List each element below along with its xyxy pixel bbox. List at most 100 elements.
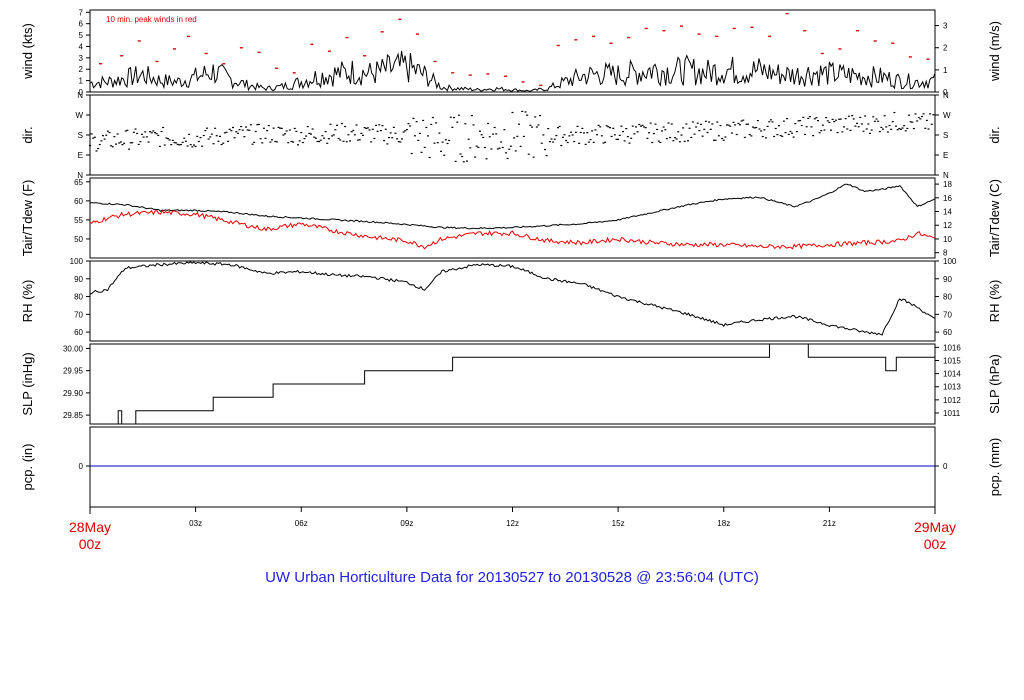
temp-ytick-right-label: 12 — [943, 221, 952, 230]
dir-point — [113, 136, 116, 138]
dir-point — [574, 131, 577, 133]
dir-point — [412, 117, 415, 119]
dir-point — [610, 135, 613, 138]
slp-ytick-label: 30.00 — [63, 344, 84, 353]
wind-peak-marker — [327, 50, 331, 52]
dir-point — [149, 131, 152, 133]
dir-point — [524, 111, 527, 113]
dir-point — [604, 141, 607, 143]
dir-point — [664, 129, 667, 131]
dir-point — [282, 134, 285, 136]
dir-point — [443, 154, 446, 156]
dir-point — [792, 136, 795, 138]
dir-point — [131, 142, 134, 144]
wind-peak-marker — [486, 73, 490, 75]
dir-point — [451, 126, 454, 128]
dir-point — [288, 129, 291, 131]
dir-point — [175, 142, 178, 144]
dir-point — [145, 136, 148, 138]
dir-point — [425, 126, 428, 129]
slp-ytick-right-label: 1015 — [943, 356, 961, 365]
dir-point — [696, 122, 699, 124]
dir-point — [371, 128, 374, 130]
temp-ylabel-left: Tair/Tdew (F) — [20, 180, 35, 257]
dir-point — [612, 127, 615, 129]
dir-point — [238, 129, 241, 131]
wind-peak-marker — [926, 58, 930, 60]
dir-point — [466, 160, 468, 162]
dir-point — [903, 125, 906, 127]
dir-point — [199, 137, 202, 139]
dir-point — [929, 113, 932, 115]
dir-point — [339, 139, 342, 141]
dir-point — [924, 127, 927, 129]
dir-point — [436, 142, 439, 144]
dir-point — [311, 128, 314, 130]
dir-point — [454, 160, 457, 162]
dir-point — [352, 129, 355, 132]
dir-point — [183, 137, 186, 139]
dir-point — [365, 127, 368, 130]
dir-point — [680, 134, 683, 136]
dir-point — [821, 124, 824, 126]
dir-point — [194, 145, 197, 148]
dir-point — [534, 116, 537, 118]
dir-point — [531, 126, 533, 128]
dir-point — [870, 129, 873, 131]
dir-point — [914, 113, 917, 115]
dir-point — [885, 126, 888, 128]
dir-point — [207, 138, 210, 140]
wind-peak-marker — [173, 48, 176, 50]
dir-point — [108, 131, 111, 134]
dir-point — [875, 118, 878, 120]
x-end-date: 29May — [914, 519, 956, 535]
wind-ytick-label: 4 — [79, 42, 84, 51]
x-start-hour: 00z — [79, 536, 102, 552]
dir-point — [656, 128, 659, 131]
dir-point — [631, 125, 634, 127]
dir-point — [721, 137, 724, 140]
dir-point — [828, 121, 831, 124]
dir-point — [644, 127, 647, 129]
temp-ytick-label: 50 — [74, 235, 83, 244]
dir-point — [293, 127, 296, 130]
dir-point — [92, 137, 95, 139]
dir-point — [435, 122, 438, 124]
dir-point — [215, 135, 218, 137]
dir-point — [290, 140, 293, 143]
dir-point — [321, 135, 324, 137]
dir-point — [778, 125, 780, 127]
dir-point — [401, 138, 403, 140]
dir-point — [392, 126, 395, 128]
dir-point — [306, 125, 309, 128]
dir-point — [253, 141, 256, 143]
dir-point — [493, 126, 496, 129]
dir-point — [670, 123, 673, 125]
temp-ytick-right-label: 14 — [943, 208, 952, 217]
dir-point — [542, 134, 545, 136]
wind-ytick-label: 3 — [79, 54, 84, 63]
dir-point — [464, 123, 467, 125]
dir-point — [292, 141, 295, 143]
dir-point — [472, 124, 475, 126]
dir-point — [860, 123, 863, 125]
dir-point — [256, 124, 259, 126]
dir-point — [236, 132, 239, 134]
dir-point — [727, 124, 730, 126]
wind-peak-marker — [380, 31, 384, 33]
dir-point — [854, 125, 857, 127]
dir-point — [269, 141, 272, 143]
dir-point — [898, 127, 901, 130]
dir-point — [438, 132, 441, 134]
wind-ytick-right-label: 3 — [943, 22, 948, 31]
dir-point — [303, 137, 306, 140]
dir-point — [155, 133, 158, 135]
wind-peak-marker — [820, 52, 824, 55]
dir-point — [589, 138, 592, 141]
dir-point — [825, 117, 828, 119]
dir-point — [752, 126, 754, 128]
dir-point — [266, 130, 269, 132]
dir-point — [251, 143, 254, 145]
dir-point — [139, 140, 142, 143]
dir-point — [685, 123, 688, 125]
